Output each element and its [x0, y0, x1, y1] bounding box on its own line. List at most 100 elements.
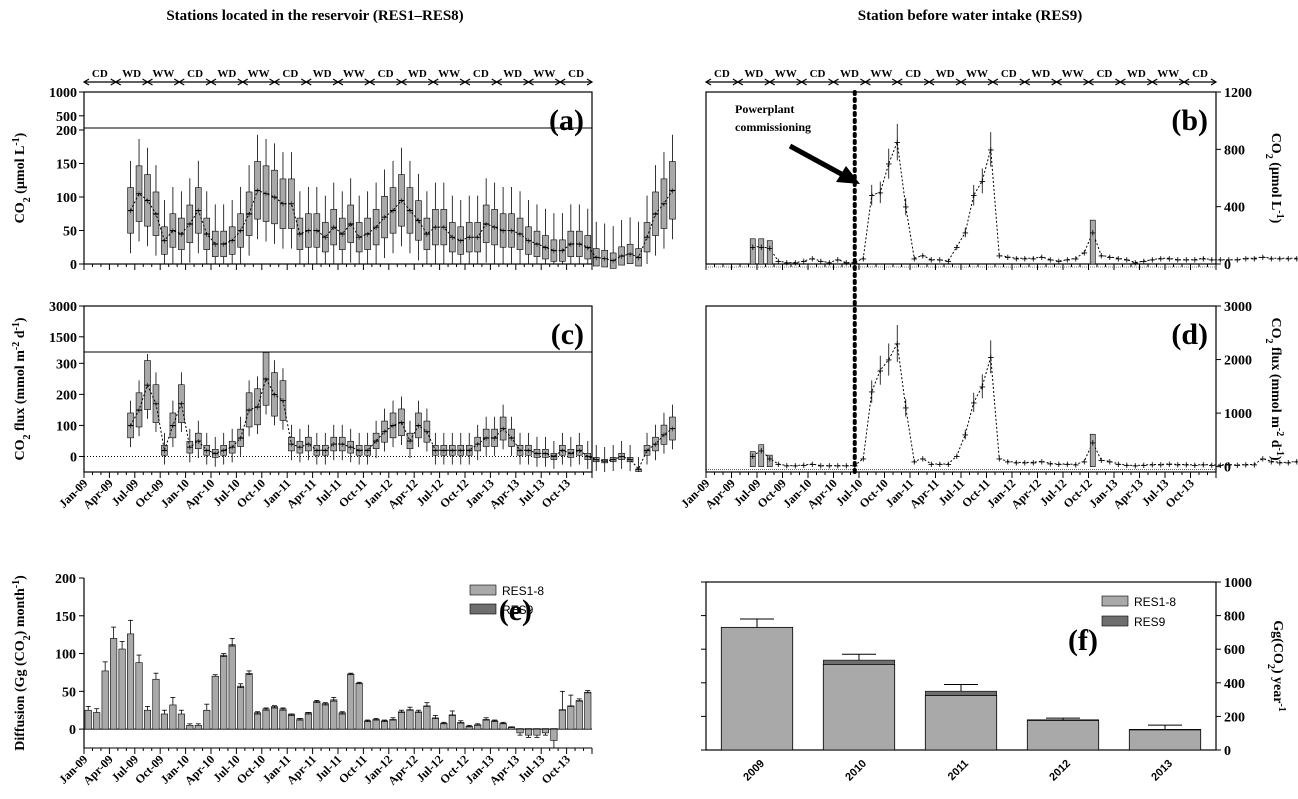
- mean-marker-a: +: [136, 189, 142, 201]
- mean-marker-c: +: [204, 445, 210, 457]
- mean-marker-c: +: [356, 445, 362, 457]
- marker-d: +: [758, 444, 765, 458]
- box-b: [749, 238, 756, 265]
- season-arrow: [82, 78, 90, 86]
- bar-res1-8: [313, 702, 321, 730]
- marker-d: +: [1225, 458, 1232, 472]
- mean-marker-a: +: [305, 226, 311, 238]
- marker-d: +: [843, 459, 850, 473]
- marker-b: +: [1055, 254, 1062, 268]
- marker-d: +: [1123, 458, 1130, 472]
- bar-res1-8: [533, 728, 541, 736]
- mean-marker-a: +: [322, 232, 328, 244]
- bar-res1-8: [143, 709, 152, 730]
- mean-marker-c: +: [212, 448, 218, 460]
- season-arrow: [832, 78, 839, 86]
- mean-marker-c: +: [568, 448, 574, 460]
- mean-marker-c: +: [144, 380, 150, 392]
- mean-marker-a: +: [492, 222, 498, 234]
- bar-res1-8: [508, 727, 516, 730]
- marker-b: +: [945, 254, 952, 268]
- mean-marker-a: +: [153, 209, 159, 221]
- season-arrow: [927, 78, 935, 86]
- bar-res9: [516, 728, 524, 730]
- mean-marker-a: +: [568, 239, 574, 251]
- season-arrow: [896, 78, 903, 86]
- season-arrow: [1087, 78, 1094, 86]
- marker-d: +: [911, 454, 918, 468]
- legend-swatch-res9: [1101, 615, 1129, 627]
- season-arrow: [1151, 78, 1158, 86]
- season-label: CD: [473, 68, 489, 80]
- ytick-label-f: 200: [1224, 710, 1245, 725]
- season-arrow: [305, 78, 312, 86]
- c-xlabel: Oct-13: [539, 476, 573, 510]
- ytick-label-a: 50: [63, 225, 77, 240]
- marker-d: +: [928, 457, 935, 471]
- marker-b: +: [1259, 250, 1266, 264]
- mean-marker-a: +: [314, 226, 320, 238]
- marker-b: +: [919, 248, 926, 262]
- marker-d: +: [817, 459, 824, 473]
- marker-b: +: [1225, 253, 1232, 267]
- mean-marker-c: +: [339, 439, 345, 451]
- marker-d: +: [1268, 454, 1275, 468]
- marker-d: +: [1217, 458, 1224, 472]
- ytick-label-c: 1500: [49, 331, 77, 346]
- bar-res9: [822, 659, 895, 665]
- box-d: [766, 454, 773, 467]
- season-label: WD: [744, 68, 763, 80]
- bar-res1-8: [270, 707, 279, 730]
- bar-res1-8: [127, 633, 135, 730]
- season-arrow: [527, 78, 534, 86]
- marker-b: +: [1132, 256, 1139, 270]
- mean-marker-a: +: [500, 226, 506, 238]
- bar-res1-8: [321, 704, 329, 730]
- bar-res1-8: [575, 700, 583, 730]
- bar-res1-8: [169, 704, 177, 730]
- ytick-label-d: 2000: [1224, 354, 1252, 369]
- bar-res1-8: [101, 670, 109, 730]
- mean-marker-a: +: [271, 192, 277, 204]
- ytick-label-c: 3000: [49, 300, 77, 315]
- marker-b: +: [1004, 250, 1011, 264]
- marker-b: +: [1200, 251, 1207, 265]
- marker-d: +: [1242, 458, 1249, 472]
- mean-marker-c: +: [254, 402, 260, 414]
- season-arrow: [368, 78, 376, 86]
- marker-b: +: [877, 185, 884, 199]
- bar-res1-8: [372, 719, 380, 730]
- bar-res1-8: [203, 709, 211, 730]
- bar-res1-8: [491, 721, 499, 730]
- e-xlabel: Apr-11: [284, 752, 319, 787]
- season-label: CD: [714, 68, 730, 80]
- box-d: [749, 451, 756, 467]
- bar-res1-8: [423, 706, 431, 730]
- marker-d: +: [1132, 459, 1139, 473]
- season-label: WD: [1127, 68, 1146, 80]
- legend-swatch-res9: [469, 603, 497, 615]
- marker-d: +: [1183, 458, 1190, 472]
- mean-marker-c: +: [127, 420, 133, 432]
- mean-marker-a: +: [381, 212, 387, 224]
- marker-b: +: [1038, 250, 1045, 264]
- mean-marker-c: +: [398, 417, 404, 429]
- season-label: WW: [533, 68, 555, 80]
- mean-marker-c: +: [619, 451, 625, 463]
- annotation-line2: commissioning: [735, 120, 811, 134]
- season-arrow: [178, 78, 185, 86]
- bar-res1-8: [177, 713, 185, 730]
- mean-marker-a: +: [441, 222, 447, 234]
- marker-b: +: [1021, 251, 1028, 265]
- ytick-label-f: 600: [1224, 643, 1245, 658]
- marker-b: +: [979, 174, 986, 188]
- season-arrow: [704, 78, 712, 86]
- marker-b: +: [1013, 251, 1020, 265]
- mean-marker-a: +: [178, 229, 184, 241]
- bar-res1-8: [245, 674, 253, 730]
- bar-res1-8: [93, 712, 101, 730]
- mean-marker-c: +: [508, 433, 514, 445]
- panel-label-f: (f): [1068, 624, 1098, 657]
- marker-d: +: [1276, 455, 1283, 469]
- category-label-f: 2011: [946, 758, 971, 783]
